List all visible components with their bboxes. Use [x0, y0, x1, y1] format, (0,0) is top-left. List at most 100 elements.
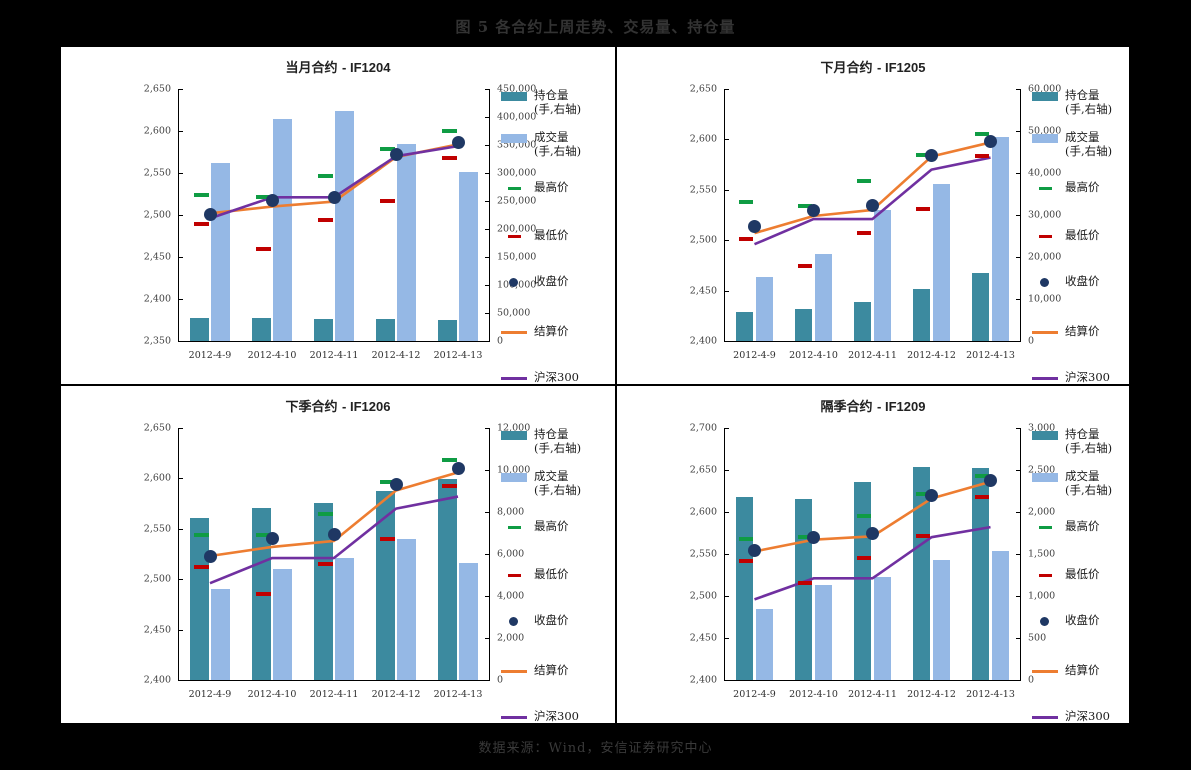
- legend-label-hs300: 沪深300: [1065, 709, 1110, 723]
- close-price-dot: [203, 549, 217, 563]
- legend-label-hs300: 沪深300: [1065, 370, 1110, 384]
- bar-open-interest: [794, 308, 813, 341]
- legend-label-low: 最低价: [534, 228, 569, 242]
- legend-item-vol: 成交量 (手,右轴): [1032, 469, 1112, 497]
- high-price-marker: [916, 491, 931, 496]
- y-axis-left-tick: [178, 131, 183, 132]
- y-axis-right-label: 1,500: [1028, 548, 1056, 560]
- low-price-marker: [255, 592, 271, 597]
- hs300-index-line: [753, 156, 991, 246]
- settlement-price-line: [209, 471, 459, 558]
- legend-swatch-vol-icon: [1032, 470, 1058, 484]
- y-axis-left-label: 2,400: [143, 293, 171, 305]
- y-axis-left-tick: [724, 240, 729, 242]
- bar-volume: [397, 144, 416, 341]
- plot-area: 2,350 2,400 2,450 2,500 2,550 2,600 2,650 0 50,0…: [144, 84, 537, 362]
- high-price-marker: [379, 480, 395, 485]
- legend-item-high: 最高价: [501, 519, 569, 534]
- high-price-marker: [317, 173, 333, 178]
- legend-swatch-vol-icon: [1032, 131, 1058, 145]
- y-axis-right-label: 8,000: [497, 506, 525, 518]
- low-price-marker: [193, 222, 209, 227]
- legend-swatch-oi-icon: [1032, 428, 1058, 442]
- y-axis-left-tick: [724, 139, 729, 141]
- y-axis-left-tick: [178, 680, 183, 681]
- y-axis-right-label: 50,000: [497, 307, 531, 319]
- y-axis-left-label: 2,400: [689, 674, 717, 686]
- chart-legend: 持仓量 (手,右轴) 成交量 (手,右轴) 最高价 最低价 收盘价 结算价 沪深300: [1032, 88, 1142, 384]
- high-price-marker: [317, 511, 333, 516]
- chart-title: 下季合约 - IF1206: [61, 396, 615, 415]
- bar-volume: [814, 585, 833, 680]
- y-axis-left-tick: [724, 89, 729, 90]
- high-price-marker: [857, 514, 872, 519]
- bar-volume: [814, 254, 833, 341]
- legend-label-close: 收盘价: [534, 274, 569, 288]
- x-axis: [178, 341, 490, 342]
- y-axis-left-tick: [724, 596, 729, 597]
- legend-label-settle: 结算价: [534, 663, 569, 677]
- high-price-marker: [857, 178, 872, 183]
- y-axis-right-label: 0: [497, 335, 504, 347]
- y-axis-left-tick: [178, 215, 183, 216]
- legend-swatch-hs300-icon: [1032, 371, 1058, 385]
- bar-volume: [873, 576, 892, 680]
- y-axis-right-tick: [485, 554, 490, 555]
- x-axis-label: 2012-4-12: [907, 689, 956, 700]
- y-axis-right-tick: [485, 173, 490, 174]
- legend-swatch-oi-icon: [1032, 89, 1058, 103]
- bar-open-interest: [912, 467, 931, 680]
- y-axis-left-label: 2,500: [689, 234, 717, 246]
- y-axis-right-tick: [1016, 341, 1021, 342]
- bar-open-interest: [971, 468, 990, 680]
- close-price-dot: [984, 134, 997, 148]
- legend-swatch-oi-icon: [501, 428, 527, 442]
- bar-volume: [755, 609, 774, 680]
- high-price-marker: [798, 203, 813, 208]
- close-price-dot: [807, 530, 820, 544]
- bar-open-interest: [438, 319, 457, 341]
- high-price-marker: [916, 152, 931, 157]
- x-axis-label: 2012-4-13: [966, 689, 1015, 700]
- x-axis-label: 2012-4-11: [848, 350, 897, 361]
- legend-label-close: 收盘价: [1065, 613, 1100, 627]
- legend-label-settle: 结算价: [534, 324, 569, 338]
- y-axis-left: [724, 89, 725, 341]
- plot-background: [725, 428, 1020, 680]
- y-axis-right-tick: [485, 117, 490, 118]
- bar-open-interest: [314, 502, 333, 680]
- y-axis-left-label: 2,450: [143, 624, 171, 636]
- bar-open-interest: [735, 496, 754, 680]
- figure-title: 图 5 各合约上周走势、交易量、持仓量: [455, 18, 736, 36]
- legend-item-vol: 成交量 (手,右轴): [501, 130, 581, 158]
- y-axis-right-tick: [485, 596, 490, 597]
- low-price-marker: [857, 556, 872, 561]
- legend-swatch-hs300-icon: [501, 371, 527, 385]
- high-price-marker: [379, 147, 395, 152]
- x-axis-label: 2012-4-12: [907, 350, 956, 361]
- bar-volume: [755, 277, 774, 341]
- legend-item-vol: 成交量 (手,右轴): [501, 469, 581, 497]
- y-axis-left-tick: [724, 680, 729, 681]
- legend-swatch-settle-icon: [501, 664, 527, 678]
- chart-title-code: - IF1206: [342, 399, 391, 414]
- legend-swatch-close-icon: [1032, 275, 1058, 289]
- y-axis-left-label: 2,550: [689, 548, 717, 560]
- y-axis-right-tick: [1016, 638, 1021, 639]
- y-axis-left-tick: [724, 290, 729, 292]
- legend-swatch-high-icon: [1032, 520, 1058, 534]
- bar-open-interest: [735, 311, 754, 341]
- legend-item-hs300: 沪深300: [501, 370, 579, 385]
- bar-volume: [397, 539, 416, 680]
- x-axis-label: 2012-4-10: [247, 689, 297, 700]
- close-price-dot: [451, 461, 465, 475]
- close-price-dot: [327, 190, 341, 204]
- y-axis-right-tick: [1016, 512, 1021, 513]
- legend-item-settle: 结算价: [1032, 663, 1100, 678]
- y-axis-right-tick: [485, 257, 490, 258]
- x-axis: [724, 341, 1021, 342]
- chart-legend: 持仓量 (手,右轴) 成交量 (手,右轴) 最高价 最低价 收盘价 结算价 沪深300: [501, 88, 611, 384]
- y-axis-right-tick: [485, 638, 490, 639]
- legend-label-high: 最高价: [534, 519, 569, 533]
- plot-background: [179, 89, 489, 341]
